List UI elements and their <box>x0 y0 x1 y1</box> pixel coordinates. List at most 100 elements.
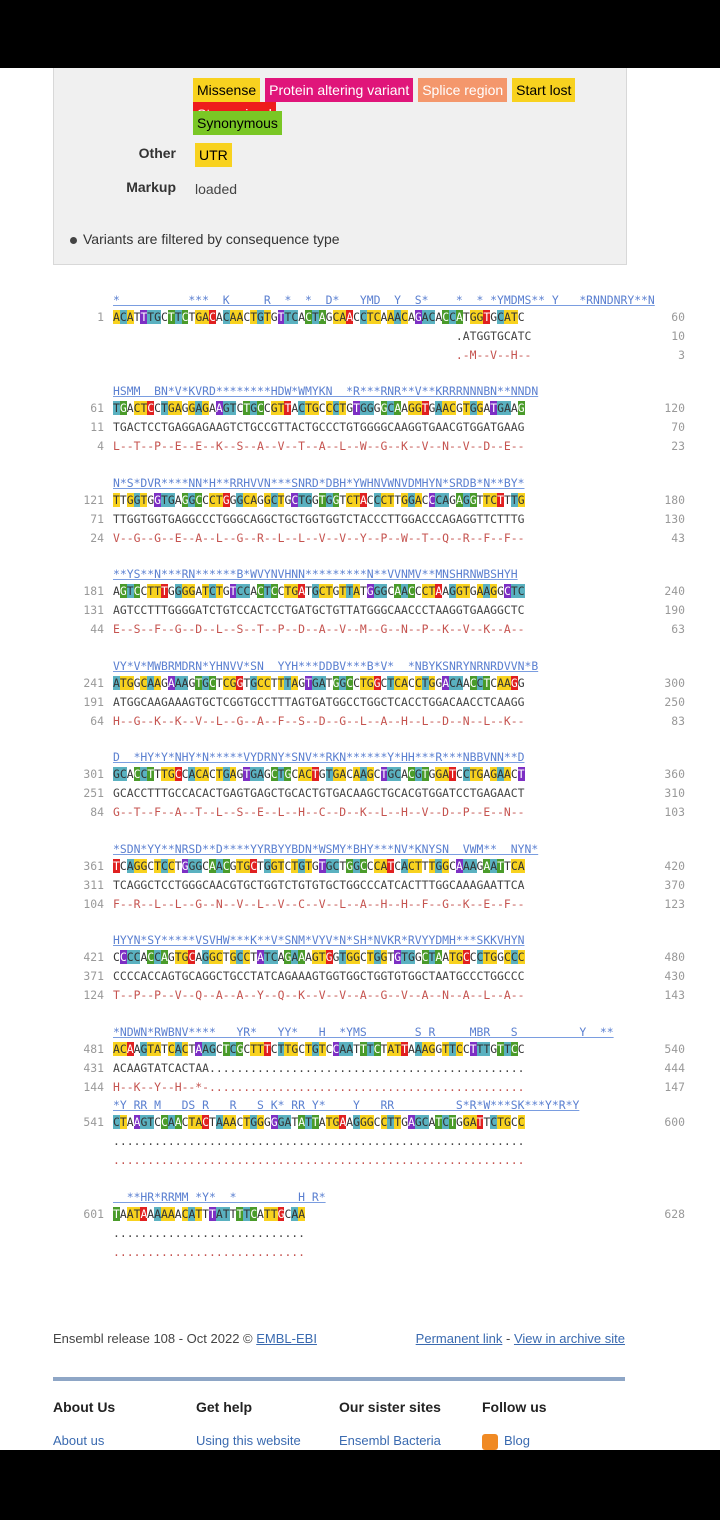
base[interactable]: C <box>243 493 251 507</box>
base[interactable]: A <box>195 584 203 598</box>
base[interactable]: G <box>339 676 347 690</box>
base[interactable]: G <box>469 310 477 324</box>
base[interactable]: A <box>380 859 388 873</box>
base[interactable]: G <box>133 859 141 873</box>
base[interactable]: A <box>483 584 491 598</box>
base[interactable]: G <box>202 401 210 415</box>
base[interactable]: A <box>257 950 264 964</box>
variant-markers[interactable]: D *HY*Y*NHY*N*****VYDRNY*SNV**RKN******Y… <box>113 750 525 764</box>
base[interactable]: C <box>154 1115 162 1129</box>
base[interactable]: T <box>359 1042 367 1056</box>
base[interactable]: T <box>401 950 408 964</box>
base[interactable]: A <box>147 676 155 690</box>
base[interactable]: T <box>318 950 326 964</box>
base[interactable]: A <box>503 401 511 415</box>
base[interactable]: T <box>236 1207 244 1221</box>
base[interactable]: G <box>517 676 525 690</box>
base[interactable]: A <box>195 1115 203 1129</box>
base[interactable]: T <box>222 1207 230 1221</box>
base[interactable]: G <box>497 584 504 598</box>
base[interactable]: C <box>414 676 422 690</box>
base[interactable]: A <box>291 950 299 964</box>
base[interactable]: G <box>366 401 374 415</box>
base[interactable]: C <box>270 950 278 964</box>
base[interactable]: T <box>325 1115 333 1129</box>
base[interactable]: A <box>298 310 306 324</box>
base[interactable]: G <box>503 1115 511 1129</box>
base[interactable]: T <box>510 493 518 507</box>
base[interactable]: G <box>167 950 175 964</box>
base[interactable]: T <box>305 584 312 598</box>
base[interactable]: T <box>462 310 470 324</box>
base[interactable]: C <box>243 310 251 324</box>
base[interactable]: G <box>167 401 175 415</box>
base[interactable]: T <box>284 584 292 598</box>
base[interactable]: A <box>113 676 120 690</box>
base[interactable]: G <box>449 493 456 507</box>
base[interactable]: G <box>263 1115 271 1129</box>
base[interactable]: T <box>202 584 210 598</box>
base[interactable]: C <box>291 767 299 781</box>
base[interactable]: G <box>243 859 251 873</box>
base[interactable]: G <box>428 676 436 690</box>
base[interactable]: G <box>250 1115 258 1129</box>
base[interactable]: A <box>229 310 237 324</box>
base[interactable]: T <box>140 310 148 324</box>
base[interactable]: T <box>119 493 127 507</box>
base[interactable]: T <box>284 310 292 324</box>
base[interactable]: G <box>236 767 244 781</box>
base[interactable]: G <box>270 310 278 324</box>
base[interactable]: T <box>353 1042 360 1056</box>
base[interactable]: G <box>455 584 463 598</box>
base[interactable]: A <box>133 1115 141 1129</box>
base[interactable]: C <box>407 859 415 873</box>
base[interactable]: C <box>490 1115 498 1129</box>
base[interactable]: G <box>229 493 237 507</box>
base[interactable]: C <box>174 767 182 781</box>
base[interactable]: T <box>257 1042 264 1056</box>
base[interactable]: T <box>188 1115 196 1129</box>
base[interactable]: C <box>140 584 148 598</box>
base[interactable]: A <box>394 401 402 415</box>
base[interactable]: C <box>154 950 162 964</box>
base[interactable]: A <box>133 1042 141 1056</box>
base[interactable]: G <box>181 584 189 598</box>
base[interactable]: T <box>305 1115 312 1129</box>
base[interactable]: G <box>167 493 175 507</box>
base[interactable]: C <box>462 767 470 781</box>
base[interactable]: G <box>373 584 381 598</box>
footer-link-help[interactable]: Using this website <box>196 1433 301 1448</box>
base[interactable]: G <box>497 950 504 964</box>
base[interactable]: T <box>428 859 436 873</box>
base[interactable]: G <box>380 950 388 964</box>
base[interactable]: C <box>428 310 436 324</box>
base[interactable]: G <box>462 493 470 507</box>
base[interactable]: T <box>387 493 395 507</box>
base[interactable]: G <box>257 310 264 324</box>
base[interactable]: A <box>195 1042 203 1056</box>
base[interactable]: C <box>387 584 395 598</box>
base[interactable]: C <box>359 859 367 873</box>
base[interactable]: T <box>291 1115 299 1129</box>
base[interactable]: T <box>483 950 491 964</box>
base[interactable]: A <box>195 401 203 415</box>
base[interactable]: T <box>305 859 312 873</box>
base[interactable]: C <box>373 493 381 507</box>
base[interactable]: T <box>243 1207 251 1221</box>
base[interactable]: C <box>284 1207 292 1221</box>
base[interactable]: G <box>222 584 230 598</box>
base[interactable]: G <box>311 493 319 507</box>
base[interactable]: G <box>291 1042 299 1056</box>
base[interactable]: A <box>442 584 450 598</box>
base[interactable]: G <box>167 584 175 598</box>
base[interactable]: T <box>174 950 182 964</box>
base[interactable]: G <box>442 859 450 873</box>
base[interactable]: T <box>147 584 155 598</box>
base[interactable]: G <box>236 1042 244 1056</box>
base[interactable]: T <box>380 767 388 781</box>
base[interactable]: G <box>353 1115 360 1129</box>
base[interactable]: T <box>277 859 285 873</box>
base[interactable]: C <box>373 1115 381 1129</box>
base[interactable]: A <box>318 676 326 690</box>
base[interactable]: C <box>209 676 216 690</box>
